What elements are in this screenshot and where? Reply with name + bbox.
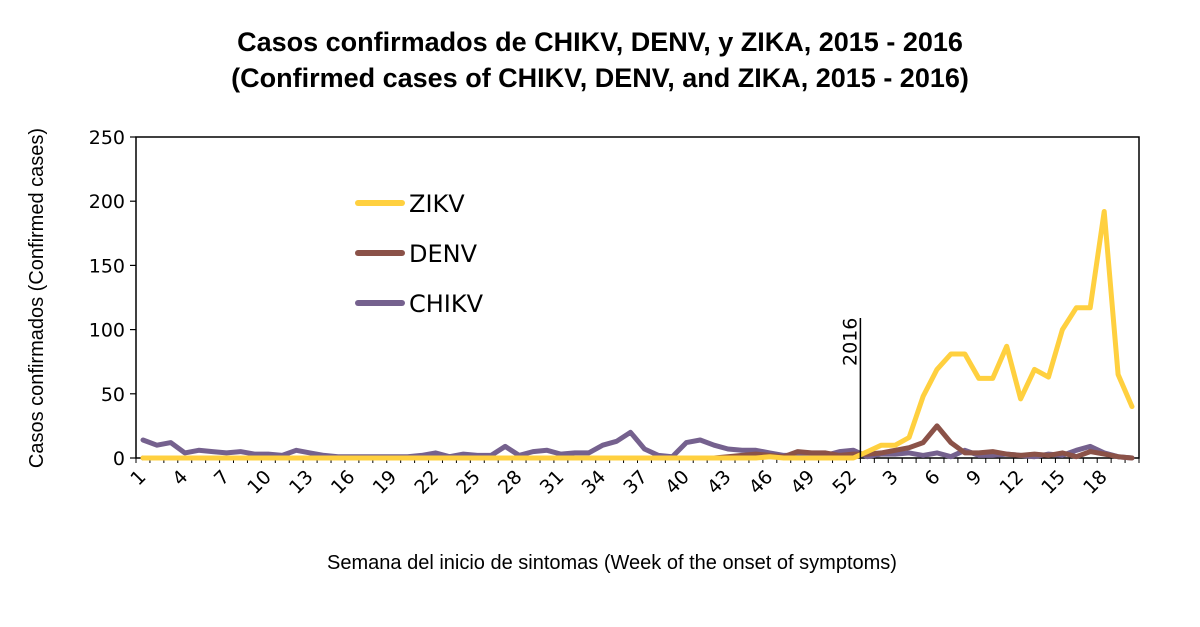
x-tick-label: 18 bbox=[1079, 466, 1112, 499]
x-tick-label: 13 bbox=[285, 466, 318, 499]
series-line-zikv bbox=[140, 209, 1135, 461]
x-tick-label: 16 bbox=[327, 466, 360, 499]
x-tick-label: 19 bbox=[369, 466, 402, 499]
x-tick-label: 15 bbox=[1037, 466, 1070, 499]
x-tick-label: 9 bbox=[962, 466, 986, 490]
x-tick-label: 10 bbox=[243, 466, 276, 499]
x-tick-label: 40 bbox=[661, 466, 694, 499]
x-tick-label: 46 bbox=[745, 466, 778, 499]
chart-title: Casos confirmados de CHIKV, DENV, y ZIKA… bbox=[237, 27, 963, 57]
legend: ZIKV DENV CHIKV bbox=[355, 190, 484, 318]
chart-subtitle: (Confirmed cases of CHIKV, DENV, and ZIK… bbox=[231, 63, 969, 93]
x-tick-label: 3 bbox=[879, 466, 903, 490]
x-tick-label: 49 bbox=[787, 466, 820, 499]
x-tick-label: 22 bbox=[410, 466, 443, 499]
x-tick-label: 4 bbox=[168, 466, 192, 490]
x-axis-label: Semana del inicio de sintomas (Week of t… bbox=[327, 552, 897, 574]
x-tick-label: 12 bbox=[995, 466, 1028, 499]
year-annotation-label: 2016 bbox=[839, 318, 861, 366]
y-tick-label: 250 bbox=[89, 127, 125, 149]
x-tick-label: 37 bbox=[619, 466, 652, 499]
x-tick-label: 28 bbox=[494, 466, 527, 499]
legend-label-denv: DENV bbox=[409, 240, 478, 268]
x-axis-ticks: 1 4 7 10 13 16 19 22 25 28 31 34 37 40 43 46 49 52 3 6 9 12 15… bbox=[126, 458, 1140, 499]
x-tick-label: 43 bbox=[703, 466, 736, 499]
x-tick-label: 25 bbox=[452, 466, 485, 499]
y-axis-label: Casos confirmados (Confirmed cases) bbox=[26, 128, 48, 468]
y-tick-label: 100 bbox=[89, 320, 125, 342]
x-tick-label: 1 bbox=[126, 466, 150, 490]
y-tick-label: 200 bbox=[89, 191, 125, 213]
x-tick-label: 7 bbox=[210, 466, 234, 490]
y-axis-ticks: 0 50 100 150 200 250 bbox=[89, 127, 136, 470]
y-tick-label: 150 bbox=[89, 255, 125, 277]
x-tick-label: 31 bbox=[536, 466, 569, 499]
x-tick-label: 52 bbox=[828, 466, 861, 499]
x-tick-label: 34 bbox=[578, 466, 611, 499]
y-tick-label: 0 bbox=[113, 448, 125, 470]
series-lines bbox=[140, 209, 1135, 461]
plot-area bbox=[135, 136, 1140, 459]
x-tick-label: 6 bbox=[920, 466, 944, 490]
legend-label-zikv: ZIKV bbox=[409, 190, 465, 218]
y-tick-label: 50 bbox=[101, 384, 125, 406]
legend-label-chikv: CHIKV bbox=[409, 290, 484, 318]
